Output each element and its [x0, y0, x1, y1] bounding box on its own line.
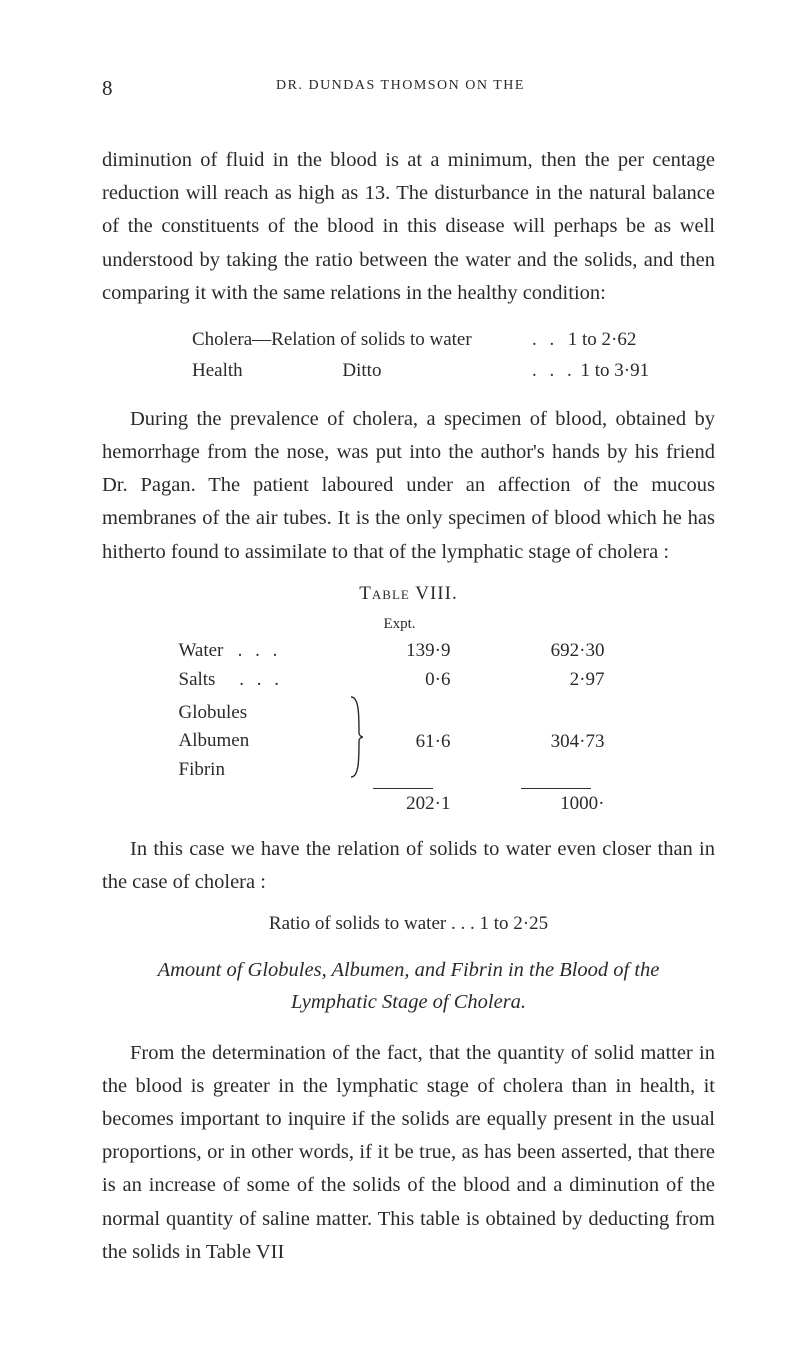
brace-val-3: 304·73: [469, 727, 619, 756]
table-total-row: 202·1 1000·: [179, 789, 639, 818]
relation-block: Cholera—Relation of solids to water . . …: [102, 324, 715, 387]
brace-labels: Globules Albumen Fibrin: [179, 699, 349, 785]
dots: . . .: [532, 360, 576, 381]
expt-label: Expt.: [349, 613, 469, 636]
row-label: Salts: [179, 669, 216, 690]
paragraph-3: In this case we have the relation of sol…: [102, 833, 715, 899]
table-row: Salts . . . 0·6 2·97: [179, 665, 639, 694]
dots: . . .: [238, 640, 282, 661]
paragraph-2: During the prevalence of cholera, a spec…: [102, 403, 715, 569]
brace-label: Fibrin: [179, 756, 349, 785]
relation-label: Health Ditto: [102, 355, 532, 386]
section-subhead: Amount of Globules, Albumen, and Fibrin …: [142, 955, 675, 1019]
row-val-3: 692·30: [469, 636, 619, 665]
relation-value: . . . 1 to 3·91: [532, 355, 715, 386]
row-label: Water: [179, 640, 224, 661]
relation-label: Cholera—Relation of solids to water: [102, 324, 532, 355]
ratio-line: Ratio of solids to water . . . 1 to 2·25: [102, 913, 715, 935]
relation-row-1: Cholera—Relation of solids to water . . …: [102, 324, 715, 355]
brace-val-2: 61·6: [365, 727, 469, 756]
table-8-title: Table VIII.: [102, 583, 715, 605]
dots: . .: [532, 329, 558, 350]
page-content: diminution of fluid in the blood is at a…: [102, 144, 715, 1269]
row-val-3: 2·97: [469, 665, 619, 694]
paragraph-4: From the determination of the fact, that…: [102, 1037, 715, 1269]
brace-label: Globules: [179, 699, 349, 728]
table-8: Expt. Water . . . 139·9 692·30 Salts . .…: [179, 613, 639, 819]
value: 1 to 3·91: [581, 360, 650, 381]
table-row: Expt.: [179, 613, 639, 636]
total-val-3: 1000·: [469, 789, 619, 818]
brace-icon: [349, 695, 365, 788]
running-head: DR. DUNDAS THOMSON ON THE: [0, 78, 801, 94]
row-val-2: 0·6: [349, 665, 469, 694]
row-val-2: 139·9: [349, 636, 469, 665]
dots: . . .: [239, 669, 283, 690]
total-val-2: 202·1: [349, 789, 469, 818]
relation-value: . . 1 to 2·62: [532, 324, 715, 355]
paragraph-1: diminution of fluid in the blood is at a…: [102, 144, 715, 310]
relation-row-2: Health Ditto . . . 1 to 3·91: [102, 355, 715, 386]
brace-label: Albumen: [179, 727, 349, 756]
brace-row: Globules Albumen Fibrin 61·6 304·73: [179, 695, 639, 788]
table-row: Water . . . 139·9 692·30: [179, 636, 639, 665]
value: 1 to 2·62: [568, 329, 637, 350]
